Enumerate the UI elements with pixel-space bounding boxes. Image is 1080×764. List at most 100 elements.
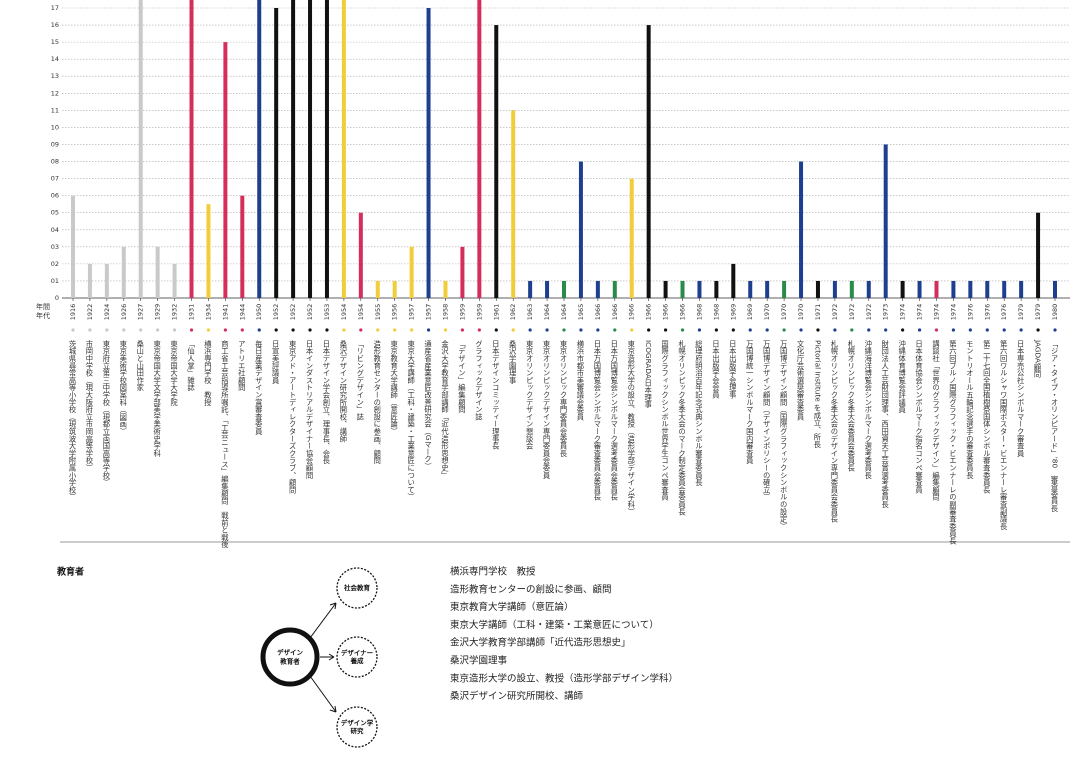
- color-dot: [579, 328, 583, 332]
- bar: [528, 280, 533, 298]
- x-tick-label: 1973: [882, 304, 890, 321]
- color-dot: [376, 328, 380, 332]
- bar: [968, 280, 973, 298]
- color-dot: [714, 328, 718, 332]
- color-dot: [968, 328, 972, 332]
- color-dot: [477, 328, 481, 332]
- bar: [731, 263, 736, 298]
- x-tick-label: 1953: [323, 304, 331, 321]
- description: 横浜市都市美審議会委員: [576, 339, 585, 421]
- color-dot: [833, 328, 837, 332]
- bar: [782, 280, 787, 298]
- description: 桑沢学園理事: [508, 339, 517, 383]
- color-dot: [1053, 328, 1057, 332]
- description: 沖縄海洋博覧会シンボルマーク選考委員長: [864, 339, 873, 479]
- y-tick-label: 0: [55, 294, 59, 302]
- description: 万国博デザイン顧問（デザインポリシーの確立）: [762, 340, 771, 501]
- color-dot: [917, 328, 922, 332]
- y-tick-label: 08: [51, 158, 59, 166]
- x-tick-label: 1966: [594, 304, 602, 321]
- description: 万国博デザイン顧問（国際グラフィックシンボルの設定）: [779, 340, 788, 530]
- description: 日本デザイン学会創立、理事長、会長: [322, 340, 331, 465]
- bar: [1002, 280, 1007, 298]
- bar: [426, 8, 431, 298]
- color-dot: [460, 328, 465, 332]
- description: 札幌オリンピック冬季大会のマーク制定委員会委員長: [678, 339, 687, 516]
- bar: [578, 161, 583, 298]
- bar: [257, 0, 262, 299]
- y-tick-label: 06: [51, 192, 59, 200]
- color-dot: [189, 328, 194, 332]
- list-item: 横浜専門学校 教授: [450, 566, 536, 578]
- color-dot: [342, 328, 346, 332]
- node-label: 養成: [351, 656, 365, 665]
- description: 第六回ブルノ国際グラフィック・ビエンナーレの副審査委員長: [949, 339, 958, 545]
- x-tick-label: 1979: [1034, 304, 1042, 321]
- bar: [189, 0, 194, 299]
- color-dot: [291, 328, 295, 332]
- color-dot: [325, 328, 329, 332]
- description: 文化庁芸術選奨審査委員: [796, 339, 805, 421]
- bar: [375, 280, 380, 298]
- x-tick-label: 1922: [86, 304, 94, 321]
- description: グラフィックデザイン誌: [474, 339, 483, 420]
- y-tick-label: 04: [51, 226, 59, 234]
- description: 万国博統一シンボルマーク国内審査員: [745, 340, 754, 465]
- y-tick-label: 16: [51, 21, 59, 29]
- color-dot: [867, 328, 871, 332]
- bar: [562, 280, 566, 298]
- description: 「仙人掌」雑誌: [187, 340, 196, 391]
- color-dot: [562, 328, 566, 332]
- description: 東京帝国大学大学院: [170, 339, 179, 406]
- description: 日本万国博覧会シンボルマーク審査委員会委員長: [593, 340, 602, 502]
- description: 商工省工芸指導所嘱託、「工芸ニュース」編集顧問 戦前と戦後: [221, 339, 230, 548]
- arrows: [309, 602, 337, 713]
- color-dot: [443, 328, 448, 332]
- center-label: デザイン: [277, 648, 304, 657]
- description: 毎日産業デザイン賞審査委員: [254, 339, 263, 436]
- color-dot: [528, 328, 532, 332]
- color-dot: [274, 328, 278, 332]
- bar: [121, 246, 126, 298]
- color-dot: [308, 328, 312, 332]
- bar: [866, 280, 871, 298]
- description: 札幌オリンピック冬季大会委員会委員長: [847, 339, 856, 472]
- list-item: 東京造形大学の設立、教授（造形学部デザイン学科）: [450, 672, 678, 684]
- bar: [494, 25, 499, 298]
- x-tick-label: 1932: [171, 304, 179, 321]
- color-dot: [1002, 328, 1006, 332]
- section-title: 教育者: [56, 566, 84, 578]
- y-tick-label: 01: [51, 277, 59, 285]
- description: 横浜専門学校 教授: [204, 339, 213, 406]
- x-tick-label: 1969: [746, 304, 754, 321]
- color-dot: [850, 328, 854, 332]
- list-item: 桑沢学園理事: [450, 655, 508, 667]
- color-dot: [748, 328, 752, 332]
- color-dot: [884, 328, 888, 332]
- y-tick-label: 07: [51, 175, 59, 183]
- bar: [934, 280, 939, 298]
- color-dot: [257, 328, 261, 332]
- bar: [849, 280, 854, 298]
- bar: [87, 263, 92, 298]
- description: 東京オリンピックデザイン専門委員会委員: [542, 339, 551, 479]
- x-tick-label: 1956: [391, 304, 399, 321]
- color-dot: [765, 328, 769, 332]
- description: 東京オリンピック専門委員会委員長: [559, 339, 568, 457]
- color-dot: [731, 328, 735, 332]
- description: 第二十七回全国植樹祭国体シンボル審査委員長: [982, 339, 991, 494]
- x-axis-label: 年代: [36, 311, 50, 320]
- x-tick-label: 1972: [831, 304, 839, 321]
- x-tick-label: 1957: [425, 304, 433, 321]
- x-tick-label: 1954: [340, 304, 348, 321]
- x-tick-label: 1957: [408, 304, 416, 321]
- color-dot: [985, 328, 989, 332]
- bar: [172, 263, 177, 298]
- description: 東京アド・アートディレクターズクラブ、顧問: [288, 339, 297, 494]
- x-tick-label: 1966: [645, 304, 653, 321]
- description: 市岡中学校（現大阪府立市岡高等学校）: [85, 339, 94, 471]
- x-tick-label: 1959: [458, 304, 466, 321]
- bar: [545, 280, 550, 298]
- description: 総理府明治百年記念式典シンボル審査委員長: [695, 339, 704, 487]
- x-tick-label: 1966: [628, 304, 636, 321]
